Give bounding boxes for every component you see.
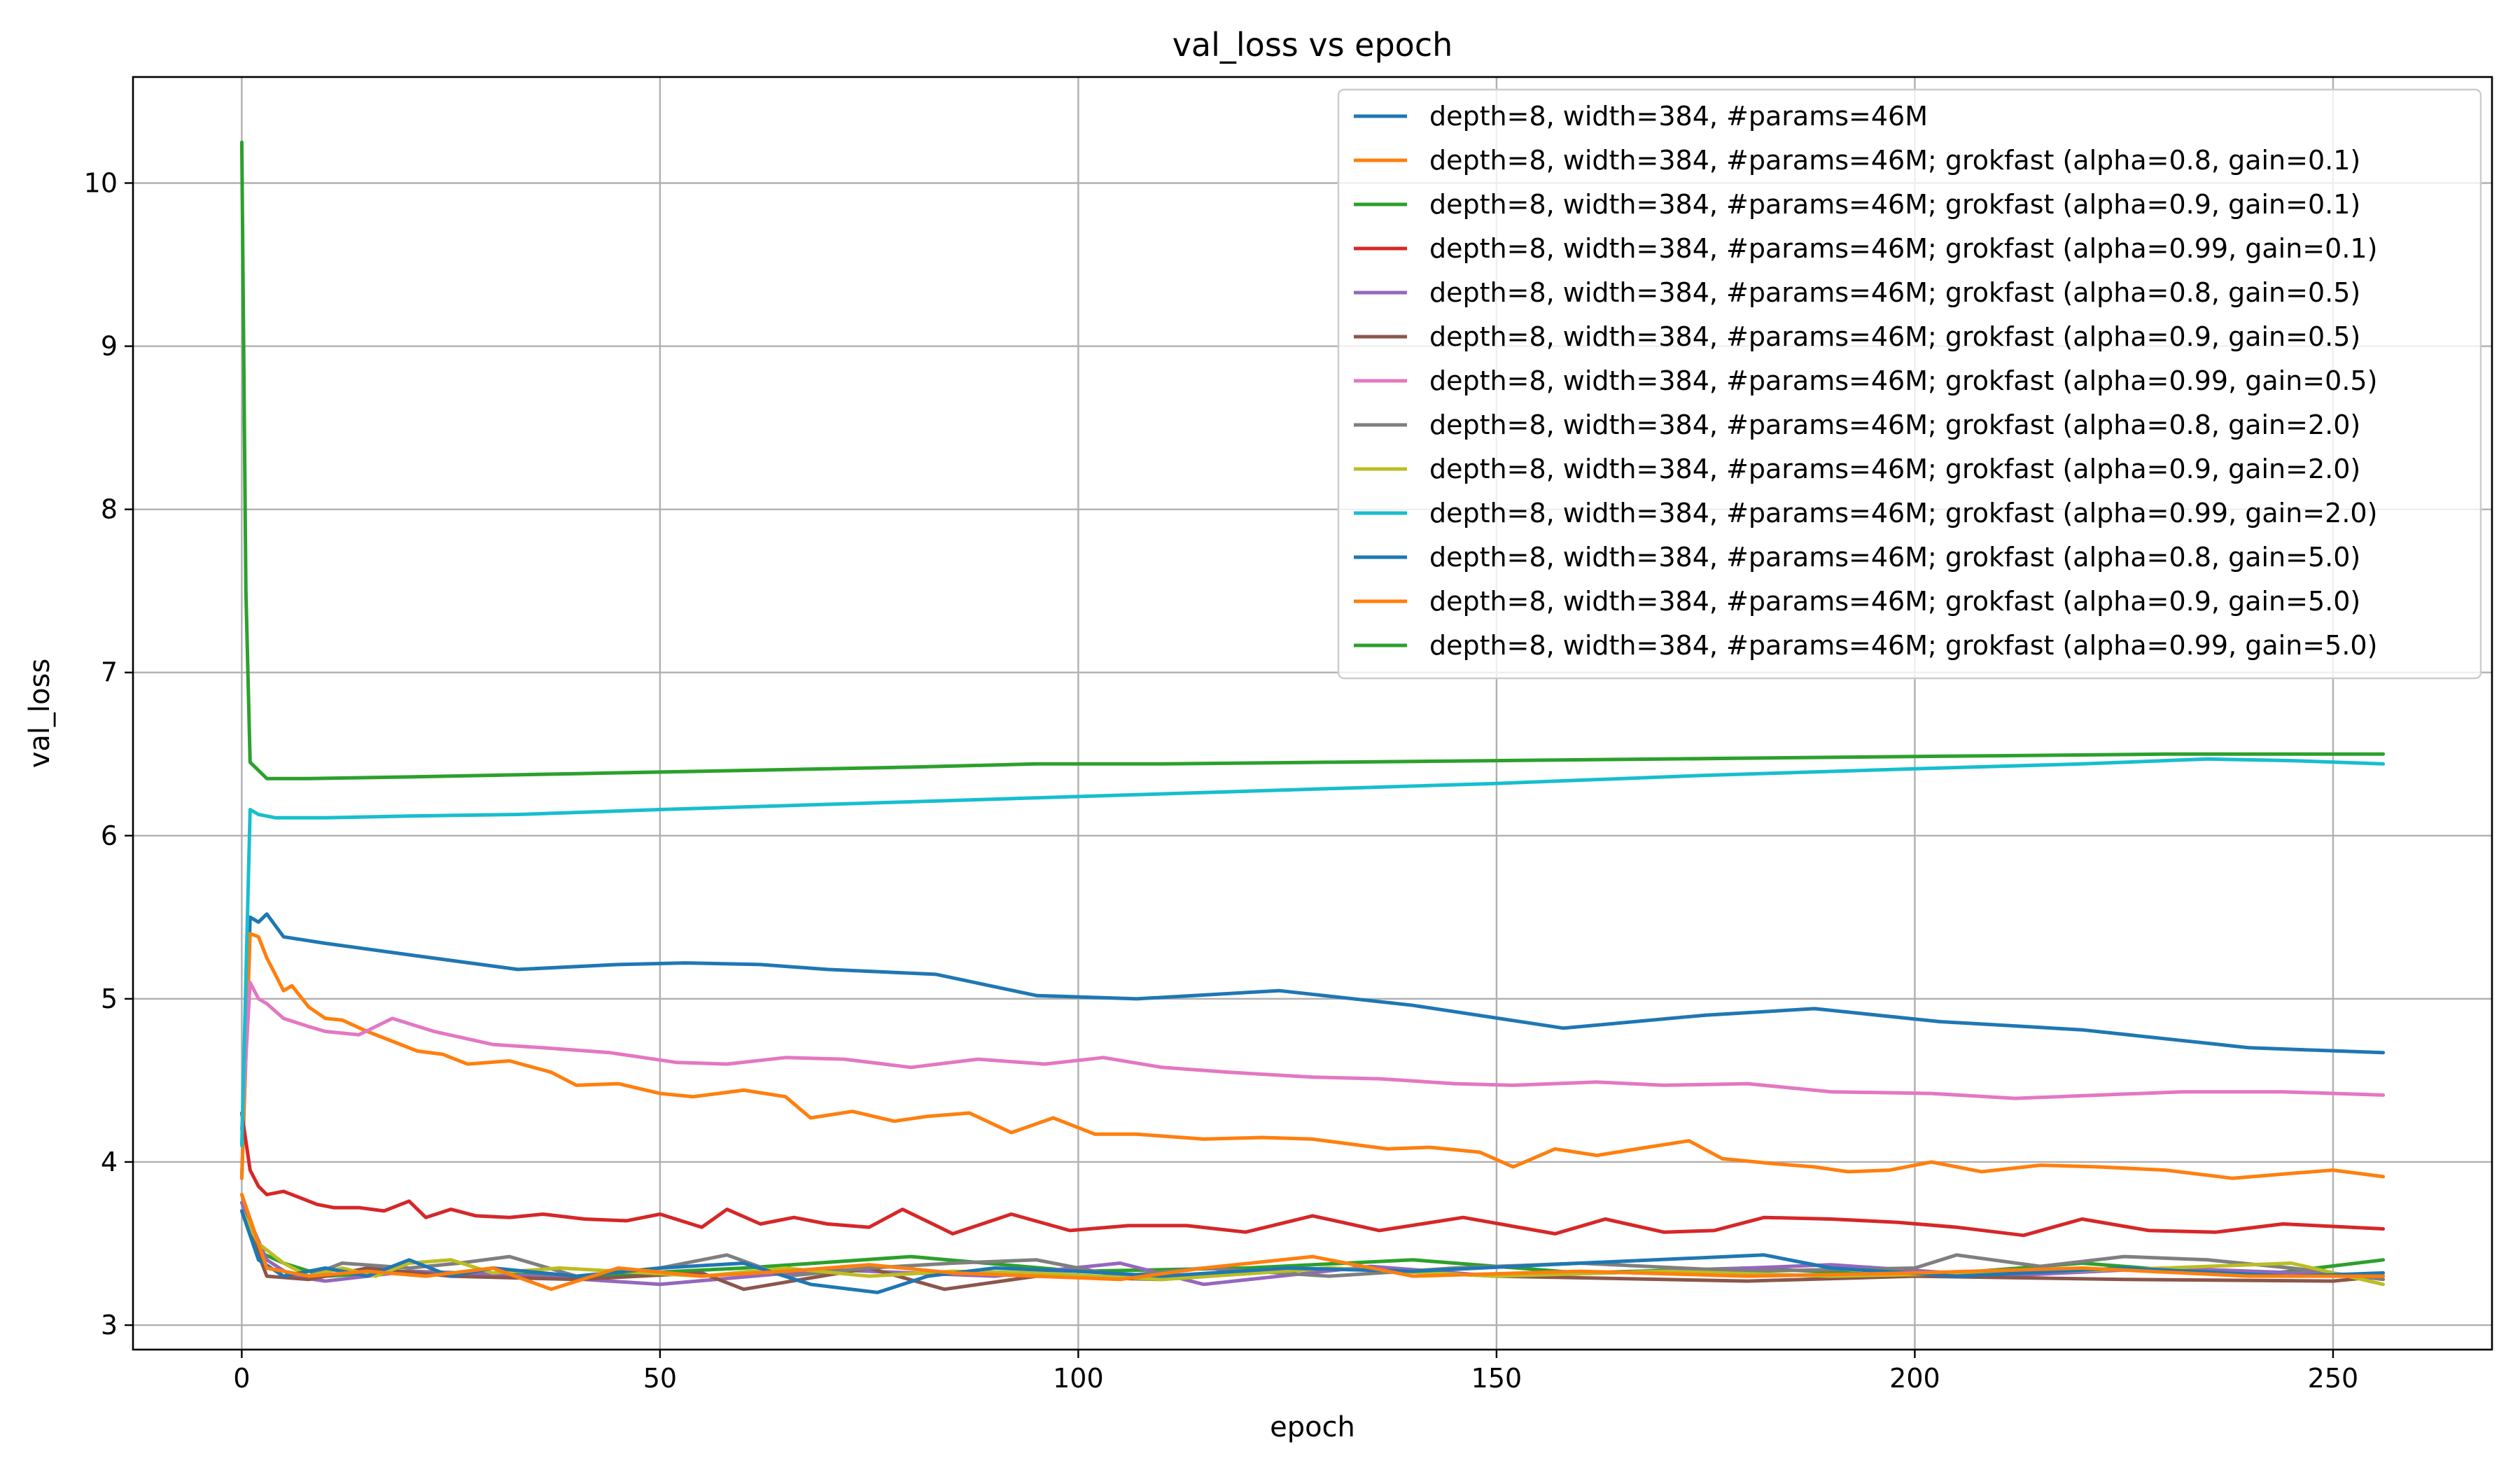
series-line-2: [239, 932, 2386, 1180]
y-tick-label: 9: [101, 331, 118, 362]
y-tick-label: 7: [101, 657, 118, 688]
y-tick-label: 3: [101, 1310, 118, 1340]
series-line-12: [239, 1193, 2386, 1292]
legend-label: depth=8, width=384, #params=46M; grokfas…: [1429, 586, 2360, 617]
y-tick-label: 8: [101, 494, 118, 525]
legend-label: depth=8, width=384, #params=46M; grokfas…: [1429, 189, 2360, 220]
x-axis-title: epoch: [1270, 1411, 1355, 1443]
y-axis-title: val_loss: [24, 659, 56, 769]
x-tick-label: 50: [643, 1363, 677, 1394]
x-tick-label: 200: [1889, 1363, 1940, 1394]
legend-label: depth=8, width=384, #params=46M; grokfas…: [1429, 630, 2377, 661]
series-line-1: [239, 912, 2386, 1180]
x-tick-label: 100: [1053, 1363, 1104, 1394]
y-tick-label: 5: [101, 983, 118, 1014]
legend-label: depth=8, width=384, #params=46M; grokfas…: [1429, 454, 2360, 484]
legend: depth=8, width=384, #params=46M depth=8, …: [1337, 88, 2482, 680]
legend-label: depth=8, width=384, #params=46M; grokfas…: [1429, 277, 2360, 308]
x-tick-label: 0: [233, 1363, 250, 1394]
series-line-7: [239, 981, 2386, 1131]
y-tick-label: 10: [84, 168, 118, 199]
legend-label: depth=8, width=384, #params=46M; grokfas…: [1429, 365, 2377, 396]
legend-box: [1337, 88, 2482, 680]
y-tick-label: 4: [101, 1147, 118, 1177]
x-tick-label: 150: [1471, 1363, 1522, 1394]
legend-label: depth=8, width=384, #params=46M; grokfas…: [1429, 145, 2360, 176]
series-line-4: [239, 1111, 2386, 1238]
series-line-10: [239, 757, 2386, 1148]
legend-label: depth=8, width=384, #params=46M; grokfas…: [1429, 233, 2377, 264]
legend-label: depth=8, width=384, #params=46M; grokfas…: [1429, 321, 2360, 352]
plot-frame: [132, 76, 2493, 1351]
legend-label: depth=8, width=384, #params=46M: [1429, 101, 1928, 132]
y-tick-label: 6: [101, 820, 118, 851]
x-axis-ticks: 0 50 100 150 200 250: [233, 1350, 2358, 1394]
x-tick-label: 250: [2308, 1363, 2359, 1394]
series-line-13: [239, 140, 2386, 780]
chart-title: val_loss vs epoch: [1172, 26, 1453, 64]
y-axis-ticks: 3 4 5 6 7 8 9 10: [84, 168, 133, 1340]
series-lines: [239, 140, 2386, 1294]
legend-label: depth=8, width=384, #params=46M; grokfas…: [1429, 498, 2377, 528]
legend-label: depth=8, width=384, #params=46M; grokfas…: [1429, 410, 2360, 440]
series-line-6: [239, 1209, 2386, 1292]
legend-label: depth=8, width=384, #params=46M; grokfas…: [1429, 542, 2360, 573]
